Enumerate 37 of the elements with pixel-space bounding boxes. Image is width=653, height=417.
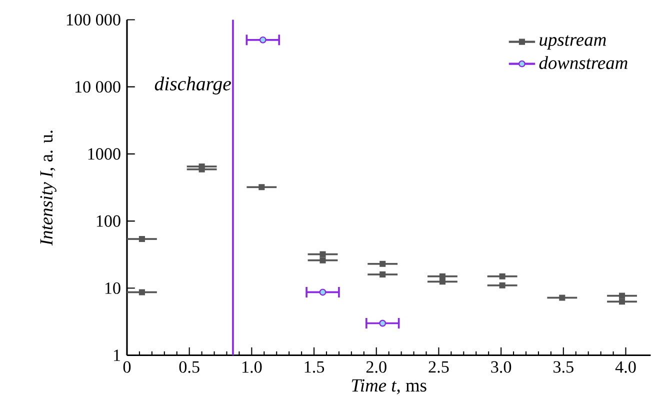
y-tick-label: 10 — [105, 282, 120, 294]
point — [320, 251, 326, 258]
point — [258, 184, 265, 190]
point — [499, 282, 506, 288]
point — [379, 320, 386, 327]
y-axis-title: Intensity I, a. u. — [40, 130, 56, 246]
x-tick-label: 3.0 — [491, 361, 512, 373]
x-tick-label: 1.5 — [304, 361, 324, 373]
point — [618, 292, 626, 299]
y-tick-label: 100 000 — [66, 14, 120, 26]
ref-line-label: discharge — [154, 76, 231, 94]
point — [380, 271, 386, 278]
legend-label: upstream — [540, 35, 606, 50]
point — [138, 288, 145, 296]
point — [439, 278, 446, 284]
x-tick-label: 1.0 — [242, 361, 262, 373]
y-tick-label: 1 — [114, 349, 120, 361]
point — [499, 273, 506, 280]
x-tick-label: 0 — [123, 361, 131, 373]
legend-label: downstream — [539, 56, 628, 69]
y-tick-label: 100 — [96, 215, 120, 227]
y-tick-label: 10 000 — [75, 80, 120, 92]
point — [259, 36, 266, 44]
x-axis-title: Time t, ms — [352, 379, 426, 394]
point — [138, 236, 145, 242]
point — [559, 294, 566, 301]
point — [439, 273, 446, 280]
point — [319, 288, 326, 296]
x-tick-label: 2.5 — [428, 361, 449, 373]
x-tick-label: 3.5 — [554, 361, 574, 373]
point — [618, 298, 626, 304]
point — [320, 257, 326, 264]
x-tick-label: 2.0 — [366, 361, 386, 373]
x-tick-label: 0.5 — [179, 361, 200, 373]
y-tick-label: 1000 — [88, 148, 120, 160]
x-tick-label: 4.0 — [615, 361, 636, 373]
point — [380, 260, 386, 267]
